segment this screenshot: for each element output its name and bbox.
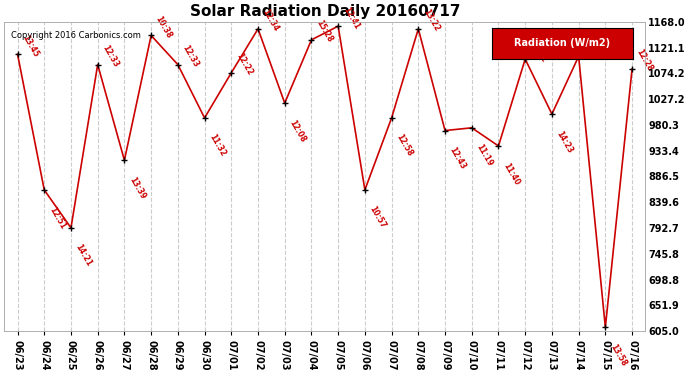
- Text: 11:40: 11:40: [501, 161, 521, 186]
- Text: 12:41: 12:41: [341, 5, 361, 30]
- Text: 13:45: 13:45: [20, 33, 40, 58]
- Text: 12:58: 12:58: [395, 133, 414, 158]
- Text: 12:05: 12:05: [582, 35, 601, 61]
- Text: 12:28: 12:28: [635, 48, 655, 74]
- Text: 10:38: 10:38: [154, 14, 174, 40]
- Text: 12:33: 12:33: [101, 44, 120, 69]
- Text: 14:23: 14:23: [555, 129, 575, 154]
- Title: Solar Radiation Daily 20160717: Solar Radiation Daily 20160717: [190, 4, 460, 19]
- Text: 12:33: 12:33: [181, 44, 201, 69]
- Text: Copyright 2016 Carbonics.com: Copyright 2016 Carbonics.com: [10, 31, 141, 40]
- Text: 13:39: 13:39: [127, 176, 147, 201]
- Text: 10:57: 10:57: [368, 205, 388, 230]
- Text: 14:21: 14:21: [74, 243, 94, 268]
- Text: 13:22: 13:22: [528, 38, 548, 63]
- Text: 12:22: 12:22: [234, 52, 254, 77]
- Text: 12:08: 12:08: [288, 118, 308, 144]
- Text: 11:32: 11:32: [207, 133, 227, 158]
- Text: 15:28: 15:28: [314, 19, 334, 44]
- Text: 12:51: 12:51: [47, 205, 67, 230]
- Text: 12:43: 12:43: [448, 146, 468, 171]
- Text: 13:22: 13:22: [421, 8, 441, 33]
- Text: 11:19: 11:19: [475, 143, 495, 168]
- Text: 13:58: 13:58: [608, 342, 628, 368]
- Text: 12:34: 12:34: [261, 8, 281, 33]
